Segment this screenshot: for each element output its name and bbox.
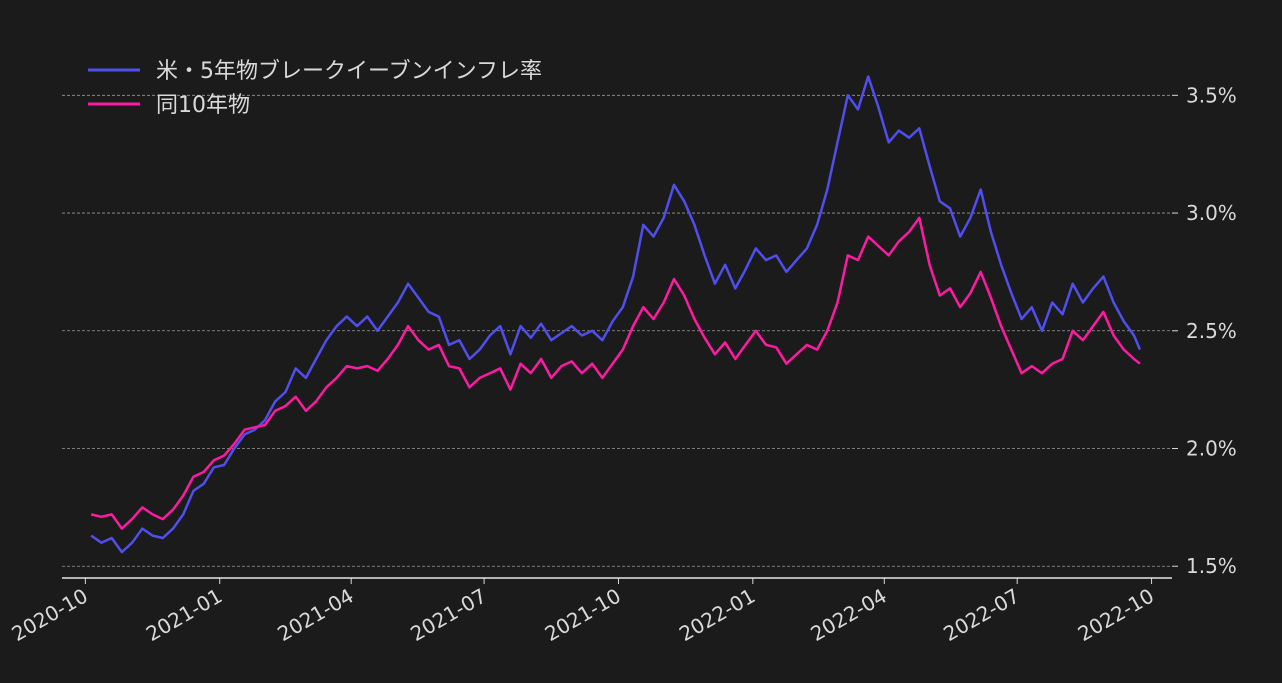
legend-label-10y: 同10年物: [156, 93, 250, 118]
legend-label-5y: 米・5年物ブレークイーブンインフレ率: [156, 59, 542, 84]
gridlines: [62, 94, 1172, 567]
y-tick-label-1: 2.0%: [1186, 437, 1237, 461]
y-tick-label-4: 3.5%: [1186, 83, 1237, 107]
legend: 米・5年物ブレークイーブンインフレ率 同10年物: [88, 59, 542, 118]
y-tick-label-0: 1.5%: [1186, 554, 1237, 578]
series-lines: [90, 75, 1142, 554]
y-axis-ticks: 1.5% 2.0% 2.5% 3.0% 3.5%: [1172, 83, 1237, 578]
series-line-0: [90, 75, 1142, 554]
series-line-1: [90, 216, 1141, 530]
y-tick-label-2: 2.5%: [1186, 319, 1237, 343]
y-tick-label-3: 3.0%: [1186, 201, 1237, 225]
